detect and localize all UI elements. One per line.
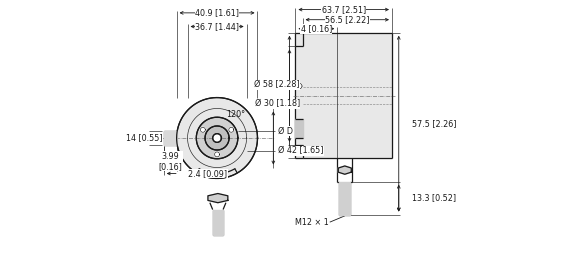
- Text: M12 × 1: M12 × 1: [295, 218, 328, 227]
- Polygon shape: [164, 131, 177, 145]
- Polygon shape: [215, 152, 219, 157]
- Polygon shape: [205, 126, 229, 150]
- Text: Ø 42 [1.65]: Ø 42 [1.65]: [278, 147, 324, 156]
- Polygon shape: [201, 127, 205, 132]
- Text: Ø 58 [2.28]: Ø 58 [2.28]: [254, 80, 300, 89]
- Polygon shape: [296, 83, 302, 89]
- Text: 4 [0.16]: 4 [0.16]: [300, 24, 332, 33]
- Polygon shape: [208, 193, 228, 203]
- Text: 36.7 [1.44]: 36.7 [1.44]: [195, 22, 239, 31]
- Text: Ø 30 [1.18]: Ø 30 [1.18]: [254, 99, 300, 108]
- Text: 56.5 [2.22]: 56.5 [2.22]: [325, 15, 370, 24]
- Polygon shape: [212, 134, 222, 142]
- Polygon shape: [197, 117, 238, 159]
- Text: 13.3 [0.52]: 13.3 [0.52]: [412, 193, 456, 203]
- Polygon shape: [229, 127, 233, 132]
- Text: 120°: 120°: [227, 110, 246, 119]
- Text: 14 [0.55]: 14 [0.55]: [126, 134, 162, 142]
- Polygon shape: [177, 97, 257, 179]
- Polygon shape: [340, 182, 350, 214]
- Text: Ø D: Ø D: [278, 127, 293, 136]
- Text: 63.7 [2.51]: 63.7 [2.51]: [321, 5, 366, 14]
- Polygon shape: [339, 166, 351, 174]
- Text: 40.9 [1.61]: 40.9 [1.61]: [195, 8, 239, 17]
- Text: 57.5 [2.26]: 57.5 [2.26]: [412, 119, 456, 128]
- Polygon shape: [295, 33, 392, 158]
- Polygon shape: [295, 119, 303, 138]
- Text: 3.99
[0.16]: 3.99 [0.16]: [158, 152, 182, 171]
- Polygon shape: [212, 209, 223, 235]
- Text: 2.4 [0.09]: 2.4 [0.09]: [189, 169, 228, 178]
